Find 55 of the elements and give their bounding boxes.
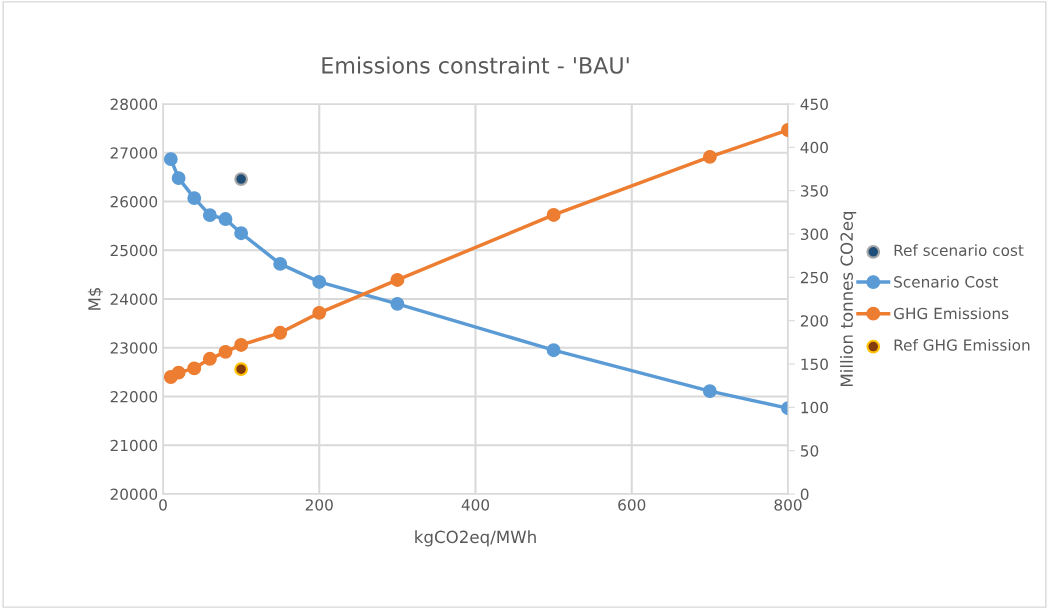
x-tick-label: 600 [618,499,646,511]
point [234,172,248,186]
point [234,226,249,241]
point [218,344,233,359]
y-tick-label: 20000 [110,488,158,501]
x-tick-label: 200 [305,499,333,511]
point [273,256,288,271]
y-tick-label: 21000 [110,439,158,452]
y-tick-label: 27000 [110,147,158,159]
y2-tick-label: 50 [800,445,819,457]
y-tick-label: 28000 [110,98,158,111]
y-tick-label: 24000 [110,293,158,306]
point [702,149,717,164]
y2-tick-label: 0 [800,488,809,501]
y2-tick-label: 450 [800,98,828,111]
point [163,152,178,167]
y2-axis-title: Million tonnes CO2eq [840,211,857,386]
point [234,362,248,377]
y-tick-label: 25000 [110,244,158,257]
point [273,325,288,340]
x-axis-title: kgCO2eq/MWh [415,530,536,547]
legend-label: Ref GHG Emission [894,338,1030,351]
point [702,384,717,399]
y2-tick-label: 150 [801,358,828,371]
point [312,274,327,289]
point [187,191,202,206]
x-tick-label: 400 [461,499,490,511]
y2-tick-label: 350 [800,185,828,197]
legend-label: GHG Emissions [894,307,1009,320]
chart-title: Emissions constraint - 'BAU' [322,56,629,74]
y-tick-label: 23000 [110,342,158,354]
y2-tick-label: 200 [800,315,828,327]
y-tick-label: 26000 [110,195,158,208]
point [312,305,327,320]
y-tick-label: 22000 [110,390,158,403]
x-tick-label: 800 [774,499,802,511]
y2-tick-label: 100 [801,401,828,414]
point [171,365,186,380]
legend-label: Scenario Cost [894,275,999,288]
legend-label: Ref scenario cost [894,244,1024,257]
y2-tick-label: 300 [800,228,828,241]
point [234,337,249,352]
point [202,351,217,366]
point [390,272,405,287]
x-tick-label: 0 [159,499,167,511]
point [546,343,561,358]
point [171,171,186,186]
y2-tick-label: 250 [800,271,828,284]
point [390,296,405,311]
y-axis-title: M$ [87,287,103,310]
point [218,212,233,226]
y2-tick-label: 400 [800,141,828,154]
point [202,208,217,223]
point [187,361,202,376]
point [546,207,561,222]
